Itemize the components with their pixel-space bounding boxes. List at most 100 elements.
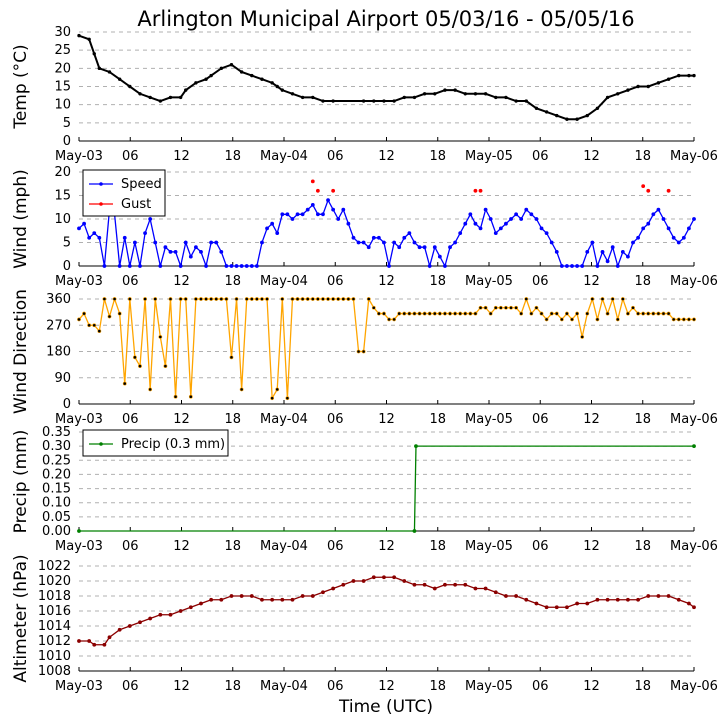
data-point [153, 240, 158, 245]
data-point [77, 33, 81, 38]
data-point [473, 188, 478, 193]
x-axis-label: Time (UTC) [338, 697, 433, 717]
data-point [376, 311, 381, 316]
data-point [402, 311, 407, 316]
data-point [270, 81, 274, 85]
x-tick-label: 18 [429, 274, 446, 289]
x-tick-label: 18 [634, 412, 651, 427]
data-point [646, 311, 651, 316]
x-tick-label: 12 [583, 679, 600, 694]
data-point [97, 235, 102, 240]
y-tick-label: 10 [54, 98, 71, 113]
x-tick-label: May-05 [465, 274, 513, 289]
data-point [595, 106, 600, 111]
data-point [117, 264, 122, 268]
data-point [234, 264, 239, 268]
data-point [666, 311, 671, 316]
data-point [321, 590, 325, 595]
data-point [631, 240, 635, 245]
data-point [366, 297, 371, 301]
data-point [575, 311, 579, 316]
x-tick-label: 06 [532, 679, 549, 694]
data-point [402, 235, 407, 240]
y-tick-label: 15 [54, 80, 71, 95]
data-point [443, 582, 447, 587]
data-point [615, 317, 620, 322]
legend-marker [99, 202, 103, 206]
data-point [453, 582, 458, 587]
data-point [122, 235, 127, 240]
data-point [244, 264, 249, 268]
data-point [143, 297, 147, 301]
x-tick-label: 18 [224, 412, 241, 427]
data-point [254, 297, 259, 301]
data-point [600, 249, 605, 254]
x-tick-label: 18 [634, 149, 651, 164]
data-point [224, 297, 229, 301]
series-line-speed [78, 198, 695, 269]
data-point [575, 601, 579, 606]
data-point [687, 601, 691, 606]
x-tick-label: 06 [122, 539, 139, 554]
data-point [432, 586, 437, 591]
data-point [82, 311, 86, 316]
x-tick-label: 12 [378, 679, 395, 694]
y-axis-label: Wind (mph) [11, 169, 31, 269]
data-point [432, 245, 437, 250]
x-tick-label: May-04 [260, 274, 308, 289]
data-point [310, 202, 315, 207]
panel-precip: 0.000.050.100.150.200.250.300.35 May-03 06… [11, 425, 718, 554]
data-point [626, 597, 630, 602]
data-point [565, 605, 569, 610]
x-tick-label: 12 [173, 149, 190, 164]
data-point [534, 217, 539, 221]
data-point [671, 235, 676, 240]
x-tick-label: 06 [122, 149, 139, 164]
data-point [392, 99, 396, 103]
data-point [270, 597, 275, 602]
data-point [580, 335, 585, 339]
data-point [183, 240, 188, 245]
data-point [214, 297, 219, 301]
data-point [448, 245, 452, 250]
data-point [178, 297, 183, 301]
data-point [494, 95, 498, 100]
data-point [133, 240, 137, 245]
panel-temperature: 0 5 10 15 20 25 30 May-03 06 12 18 May-04 06 12 18 May-… [11, 25, 718, 164]
y-tick-label: 30 [54, 25, 71, 40]
y-tick-label: 10 [54, 212, 71, 227]
data-point [102, 264, 107, 268]
data-point [524, 99, 528, 103]
data-point [387, 317, 391, 322]
data-point [544, 605, 549, 610]
data-point [539, 311, 544, 316]
x-tick-label: 12 [173, 539, 190, 554]
data-point [524, 597, 529, 602]
x-tick-label: 06 [327, 412, 344, 427]
data-point [310, 594, 315, 598]
x-tick-label: 06 [532, 539, 549, 554]
data-point [661, 311, 666, 316]
x-tick-label: May-06 [670, 412, 718, 427]
data-point [483, 92, 488, 96]
data-point [331, 188, 336, 193]
data-point [443, 264, 447, 268]
x-tick-label: May-04 [260, 412, 308, 427]
data-point [254, 264, 259, 268]
data-point [163, 245, 168, 250]
data-point [610, 297, 615, 301]
data-point [432, 311, 437, 316]
data-point [371, 305, 376, 310]
x-tick-label: 06 [532, 412, 549, 427]
data-point [321, 212, 325, 217]
data-point [585, 113, 589, 118]
y-tick-label: 0.30 [42, 439, 71, 454]
data-point [656, 311, 661, 316]
data-point [463, 92, 467, 96]
data-point [188, 254, 193, 259]
data-point [687, 73, 691, 78]
x-tick-label: 12 [378, 149, 395, 164]
data-point [209, 73, 213, 78]
data-point [463, 221, 468, 226]
